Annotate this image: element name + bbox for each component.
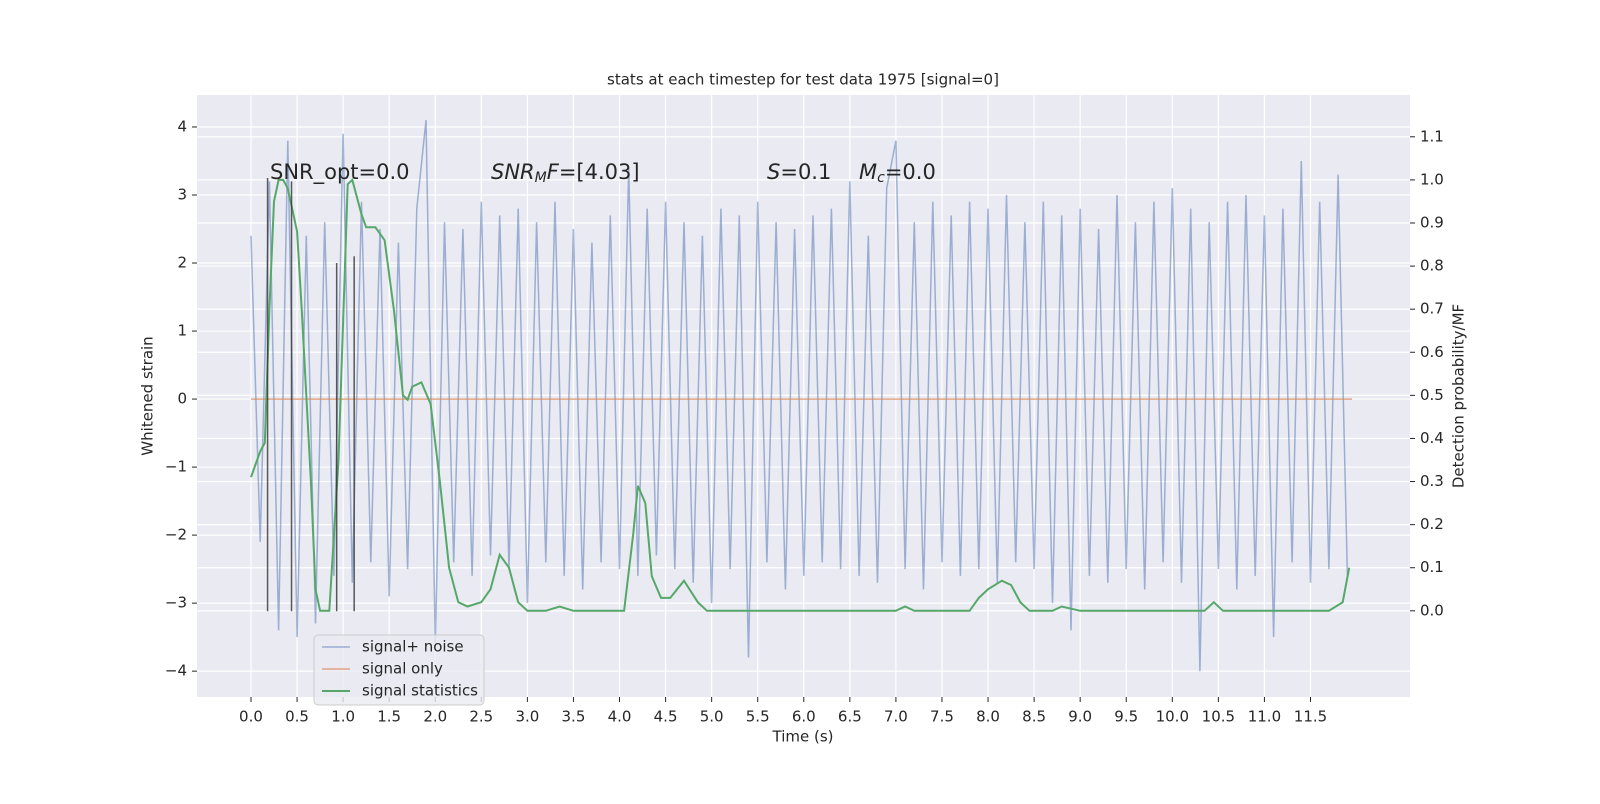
x-tick-label: 11.0 <box>1248 708 1281 726</box>
y2-tick-label: 0.7 <box>1420 300 1444 318</box>
x-tick-label: 7.0 <box>884 708 908 726</box>
y-axis-label: Whitened strain <box>139 336 157 455</box>
x-axis-label: Time (s) <box>772 728 834 746</box>
y-tick-label: −1 <box>165 458 187 476</box>
y2-tick-label: 0.4 <box>1420 429 1444 447</box>
y-tick-label: 4 <box>177 117 187 135</box>
annotation: SNR_opt=0.0 <box>270 160 410 185</box>
annotation-part: SNR <box>491 160 535 184</box>
annotation-part: S <box>767 160 780 184</box>
y2-tick-label: 0.8 <box>1420 257 1444 275</box>
x-tick-label: 6.5 <box>838 708 862 726</box>
y2-axis-label: Detection probability/MF <box>1450 304 1468 488</box>
annotation-part: =0.0 <box>885 160 936 184</box>
x-tick-label: 0.5 <box>285 708 309 726</box>
y-tick-label: 2 <box>177 254 187 272</box>
y2-tick-label: 0.9 <box>1420 213 1444 231</box>
y-tick-label: −3 <box>165 594 187 612</box>
y2-tick-label: 1.1 <box>1420 127 1444 145</box>
annotation: Mc=0.0 <box>859 160 936 186</box>
annotation: SNRMF=[4.03] <box>491 160 640 186</box>
x-tick-label: 5.0 <box>700 708 724 726</box>
series-line <box>250 178 1351 612</box>
y2-tick-label: 0.1 <box>1420 558 1444 576</box>
annotation-part: SNR_opt=0.0 <box>270 160 410 185</box>
annotation-part: =[4.03] <box>559 160 640 184</box>
x-tick-label: 2.0 <box>423 708 447 726</box>
x-tick-label: 6.0 <box>792 708 816 726</box>
legend-label: signal+ noise <box>362 638 464 656</box>
legend-label: signal statistics <box>362 682 478 700</box>
y-tick-label: −2 <box>165 526 187 544</box>
y-tick-label: 3 <box>177 185 187 203</box>
annotation-part: F <box>547 160 560 184</box>
x-tick-label: 4.5 <box>654 708 678 726</box>
x-tick-label: 8.0 <box>976 708 1000 726</box>
x-tick-label: 11.5 <box>1294 708 1327 726</box>
y2-tick-label: 0.6 <box>1420 343 1444 361</box>
x-tick-label: 9.5 <box>1114 708 1138 726</box>
x-tick-label: 8.5 <box>1022 708 1046 726</box>
y2-tick-label: 0.5 <box>1420 386 1444 404</box>
series-line <box>250 120 1349 672</box>
x-tick-label: 10.0 <box>1156 708 1189 726</box>
y-tick-label: 0 <box>177 390 187 408</box>
x-tick-label: 7.5 <box>930 708 954 726</box>
y-tick-label: 1 <box>177 322 187 340</box>
annotation-part: M <box>859 160 877 184</box>
y2-tick-label: 0.2 <box>1420 515 1444 533</box>
annotation-part: M <box>535 170 547 186</box>
annotation: S=0.1 <box>767 160 831 184</box>
chart-title: stats at each timestep for test data 197… <box>607 71 999 89</box>
x-tick-label: 3.0 <box>515 708 539 726</box>
annotation-part: c <box>877 170 885 186</box>
x-tick-label: 5.5 <box>746 708 770 726</box>
y2-tick-label: 1.0 <box>1420 170 1444 188</box>
x-tick-label: 3.5 <box>562 708 586 726</box>
x-tick-label: 4.0 <box>608 708 632 726</box>
x-tick-label: 1.5 <box>377 708 401 726</box>
y2-tick-label: 0.0 <box>1420 601 1444 619</box>
annotation-part: =0.1 <box>780 160 831 184</box>
x-tick-label: 10.5 <box>1202 708 1235 726</box>
x-tick-label: 0.0 <box>239 708 263 726</box>
x-tick-label: 2.5 <box>469 708 493 726</box>
x-tick-label: 1.0 <box>331 708 355 726</box>
legend-label: signal only <box>362 660 443 678</box>
y2-tick-label: 0.3 <box>1420 472 1444 490</box>
legend-box <box>313 634 485 706</box>
y-tick-label: −4 <box>165 662 187 680</box>
x-tick-label: 9.0 <box>1068 708 1092 726</box>
